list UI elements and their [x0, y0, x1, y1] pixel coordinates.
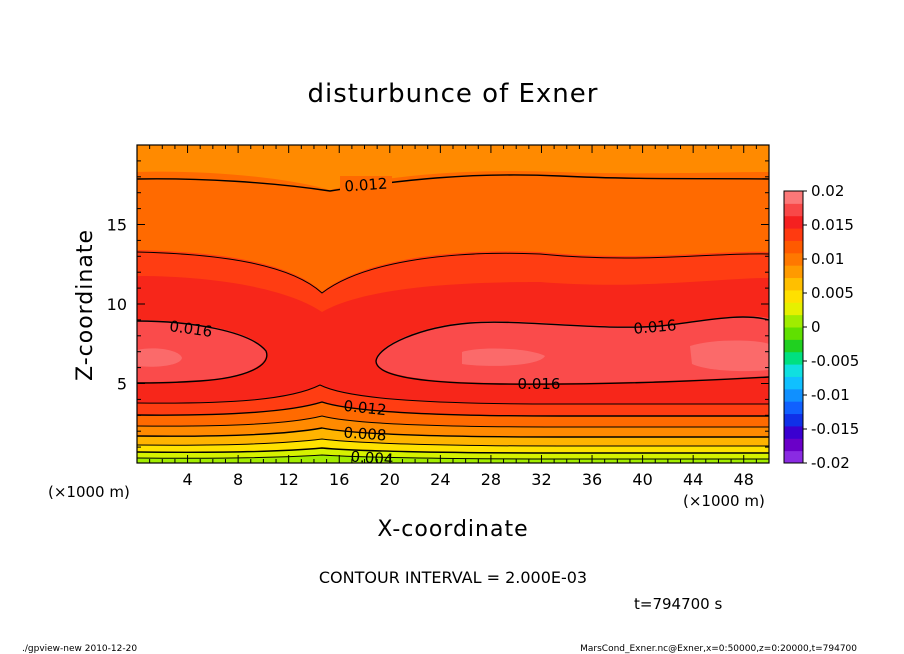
colorbar: 0.02 0.015 0.01 0.005 0 -0.005 -0.01 -0.015 -0.0…: [783, 182, 859, 472]
colorbar-swatch: [784, 401, 803, 415]
x-tick-label: 36: [582, 470, 602, 489]
colorbar-tick-label: -0.01: [811, 386, 850, 404]
colorbar-tick-label: 0: [811, 318, 821, 336]
contour-line-0-012-top: [137, 174, 769, 192]
colorbar-swatch: [784, 215, 803, 229]
lobe-right: [376, 316, 769, 384]
footer-right: MarsCond_Exner.nc@Exner,x=0:50000,z=0:20…: [580, 644, 857, 654]
colorbar-tick-label: -0.015: [811, 420, 859, 438]
colorbar-swatch: [784, 191, 803, 204]
colorbar-swatch: [784, 425, 803, 439]
colorbar-swatch: [784, 314, 803, 328]
contour-label-0-012-top: 0.012: [344, 175, 388, 196]
contour-line-0-014-top: [137, 251, 769, 294]
x-tick-label: 8: [233, 470, 243, 489]
x-tick-label: 12: [279, 470, 299, 489]
contour-line-0-002: [137, 454, 769, 460]
contour-line-0-006: [137, 438, 769, 447]
colorbar-tick-label: -0.005: [811, 352, 859, 370]
contour-interval: CONTOUR INTERVAL = 2.000E-03: [319, 568, 587, 587]
contour-labels: 0.012 0.016 0.016 0.016 0.012 0.008 0.00…: [168, 175, 677, 469]
lobe-left-core: [137, 348, 182, 367]
colorbar-swatch: [784, 450, 803, 464]
contour-label-0-004: 0.004: [350, 448, 394, 469]
x-tick-label: 48: [734, 470, 754, 489]
contour-label-bg: [340, 176, 392, 192]
y-axis: 5 10 15: [107, 144, 769, 464]
x-unit-label: (×1000 m): [683, 492, 765, 510]
contour-line-0-014-low: [137, 384, 769, 405]
x-axis-title: X-coordinate: [377, 517, 528, 542]
colorbar-swatch: [784, 203, 803, 217]
colorbar-swatch: [784, 339, 803, 353]
contour-line-0-016-right: [375, 316, 769, 385]
colorbar-tick-label: 0.015: [811, 216, 854, 234]
y-tick-label: 5: [117, 375, 127, 394]
colorbar-swatch: [784, 302, 803, 316]
colorbar-swatch: [784, 289, 803, 303]
colorbar-swatch: [784, 413, 803, 427]
contour-line-0-016-left: [137, 320, 268, 384]
colorbar-swatch: [784, 327, 803, 340]
colorbar-swatch: [784, 376, 803, 390]
x-axis: 4 8 12 16 20 24 28 32 36 40 44 48: [136, 145, 770, 489]
y-tick-label: 10: [107, 295, 127, 314]
y-tick-label: 15: [107, 216, 127, 235]
y-axis-title: Z-coordinate: [73, 229, 98, 381]
contour-label-0-016-bottom: 0.016: [518, 375, 561, 393]
time-stamp: t=794700 s: [634, 595, 722, 613]
contour-lines: [137, 174, 769, 460]
x-tick-label: 44: [683, 470, 703, 489]
lobe-left: [137, 320, 267, 382]
colorbar-swatch: [784, 265, 803, 279]
colorbar-tick-label: -0.02: [811, 454, 850, 472]
x-tick-label: 28: [481, 470, 501, 489]
contour-line-0-010-low: [137, 415, 769, 428]
x-tick-label: 24: [430, 470, 450, 489]
lobe-right-core-1: [462, 348, 545, 366]
contour-line-0-012-low: [137, 401, 769, 417]
lobe-right-core-2: [690, 340, 769, 372]
contour-line-0-008: [137, 427, 769, 438]
z-unit-label: (×1000 m): [48, 483, 130, 501]
contour-label-0-012-low: 0.012: [343, 397, 388, 419]
colorbar-tick-label: 0.005: [811, 284, 854, 302]
colorbar-swatch: [784, 364, 803, 377]
colorbar-swatch: [784, 351, 803, 365]
x-tick-label: 32: [531, 470, 551, 489]
contour-line-0-004: [137, 447, 769, 454]
x-tick-label: 16: [329, 470, 349, 489]
colorbar-swatch: [784, 240, 803, 254]
footer-left: ./gpview-new 2010-12-20: [22, 644, 137, 654]
chart-title: disturbunce of Exner: [308, 79, 599, 109]
x-tick-label: 4: [182, 470, 192, 489]
x-tick-label: 40: [632, 470, 652, 489]
colorbar-swatch: [784, 252, 803, 266]
colorbar-swatch: [784, 228, 803, 241]
colorbar-swatch: [784, 438, 803, 452]
colorbar-swatch: [784, 388, 803, 402]
colorbar-swatch: [784, 277, 803, 291]
colorbar-tick-label: 0.02: [811, 182, 844, 200]
contour-label-0-016-left: 0.016: [168, 317, 213, 341]
plot-area: 0.012 0.016 0.016 0.016 0.012 0.008 0.00…: [137, 145, 769, 469]
contour-label-0-016-right: 0.016: [633, 316, 677, 338]
x-tick-label: 20: [380, 470, 400, 489]
colorbar-tick-label: 0.01: [811, 250, 844, 268]
contour-label-0-008: 0.008: [343, 424, 387, 445]
